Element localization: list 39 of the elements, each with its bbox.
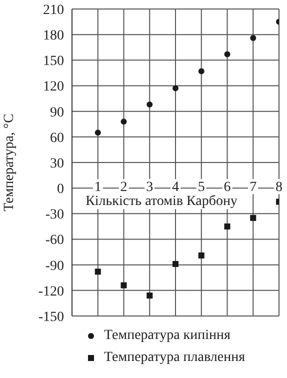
point <box>198 252 204 258</box>
y-axis-title: Температура, °C <box>2 114 17 212</box>
point <box>172 85 178 92</box>
x-tick-label: 5 <box>198 180 205 196</box>
point <box>198 68 204 74</box>
x-tick-label: 8 <box>276 180 282 196</box>
point <box>146 102 153 108</box>
point <box>146 292 153 299</box>
legend-label: Температура плавлення <box>104 350 246 366</box>
point <box>250 34 256 41</box>
y-tick-label: -120 <box>38 284 64 300</box>
y-tick-label: 120 <box>43 80 64 95</box>
legend-label: Температура кипіння <box>104 328 230 344</box>
y-tick-label: -150 <box>38 310 64 325</box>
y-tick-label: 0 <box>57 182 64 198</box>
y-tick-label: 60 <box>50 130 64 146</box>
point <box>224 223 230 230</box>
y-tick-label: 30 <box>50 156 64 172</box>
x-tick-label: 1 <box>94 180 102 196</box>
x-tick-label: 7 <box>250 180 257 196</box>
y-tick-label: 180 <box>43 28 64 44</box>
x-tick-label: 3 <box>146 180 154 196</box>
point <box>120 118 127 125</box>
x-tick-label: 6 <box>224 180 231 196</box>
point <box>94 268 101 275</box>
x-tick-label: 4 <box>172 180 179 196</box>
y-tick-label: -90 <box>45 258 64 274</box>
point <box>172 260 178 267</box>
x-tick-label: 2 <box>120 180 128 196</box>
point <box>94 130 101 136</box>
y-tick-label: -60 <box>45 233 64 248</box>
x-axis-title: Кількість атомів Карбону <box>86 194 238 210</box>
y-tick-label: 210 <box>43 2 64 18</box>
point <box>120 282 127 288</box>
point <box>250 214 256 221</box>
point <box>224 51 230 58</box>
y-tick-label: -30 <box>45 208 64 223</box>
y-tick-label: 90 <box>50 105 64 120</box>
y-tick-label: 150 <box>43 54 64 70</box>
